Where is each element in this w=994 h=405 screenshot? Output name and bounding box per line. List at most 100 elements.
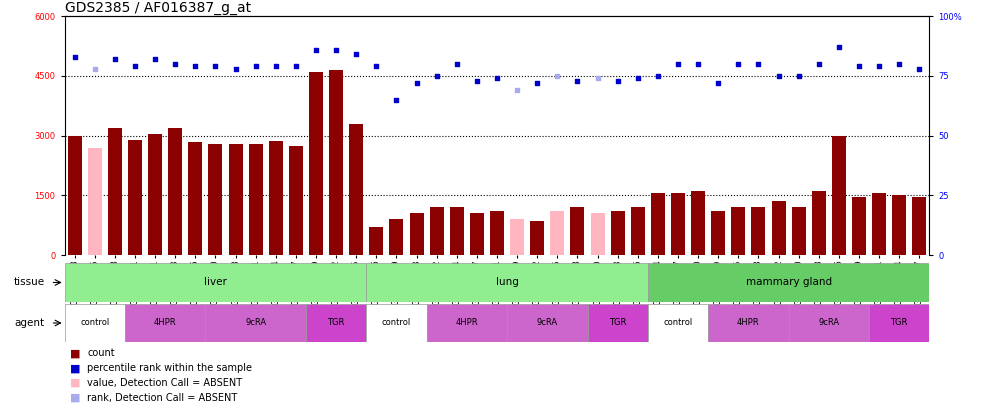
Text: value, Detection Call = ABSENT: value, Detection Call = ABSENT <box>87 378 243 388</box>
Bar <box>410 213 423 255</box>
Point <box>86 66 102 72</box>
Point <box>731 61 746 67</box>
Point <box>690 61 706 67</box>
Text: ■: ■ <box>70 393 81 403</box>
Point <box>650 73 666 79</box>
Point <box>871 63 887 70</box>
Point <box>369 63 385 70</box>
Point <box>167 61 183 67</box>
Point <box>469 77 485 84</box>
Point <box>288 63 304 70</box>
Point <box>208 63 224 70</box>
Bar <box>108 128 122 255</box>
Bar <box>65 263 366 302</box>
Bar <box>128 140 142 255</box>
Bar <box>869 304 929 342</box>
Bar <box>470 213 484 255</box>
Point <box>811 61 827 67</box>
Point <box>509 87 525 94</box>
Text: TGR: TGR <box>891 318 908 328</box>
Bar <box>206 304 306 342</box>
Point <box>389 96 405 103</box>
Point <box>348 51 364 58</box>
Text: tissue: tissue <box>13 277 45 288</box>
Bar <box>671 194 685 255</box>
Bar <box>289 146 303 255</box>
Text: TGR: TGR <box>327 318 345 328</box>
Point <box>790 73 806 79</box>
Point <box>107 56 123 62</box>
Point <box>851 63 867 70</box>
Text: liver: liver <box>204 277 227 288</box>
Point <box>328 47 344 53</box>
Bar <box>309 72 323 255</box>
Point <box>831 44 847 51</box>
Point <box>127 63 143 70</box>
Text: GDS2385 / AF016387_g_at: GDS2385 / AF016387_g_at <box>65 1 250 15</box>
Point <box>892 61 908 67</box>
Point <box>911 66 927 72</box>
Text: mammary gland: mammary gland <box>746 277 832 288</box>
Point <box>409 80 424 86</box>
Bar <box>148 134 162 255</box>
Bar <box>87 148 101 255</box>
Bar <box>872 194 887 255</box>
Point <box>449 61 465 67</box>
Bar <box>329 70 343 255</box>
Bar <box>587 304 648 342</box>
Bar <box>791 207 806 255</box>
Bar <box>188 142 203 255</box>
Bar <box>590 213 604 255</box>
Point <box>228 66 244 72</box>
Point <box>550 73 566 79</box>
Point <box>630 75 646 81</box>
Bar <box>366 304 426 342</box>
Bar <box>711 211 726 255</box>
Bar <box>490 211 504 255</box>
Bar <box>507 304 587 342</box>
Point <box>711 80 727 86</box>
Text: 9cRA: 9cRA <box>246 318 266 328</box>
Bar <box>370 227 384 255</box>
Text: ■: ■ <box>70 378 81 388</box>
Point <box>589 75 605 81</box>
Text: rank, Detection Call = ABSENT: rank, Detection Call = ABSENT <box>87 393 238 403</box>
Text: control: control <box>81 318 109 328</box>
Text: control: control <box>663 318 693 328</box>
Bar <box>812 192 826 255</box>
Bar <box>306 304 366 342</box>
Bar <box>551 211 565 255</box>
Bar <box>788 304 869 342</box>
Bar <box>390 220 404 255</box>
Bar <box>708 304 788 342</box>
Point <box>570 77 585 84</box>
Bar <box>651 194 665 255</box>
Text: ■: ■ <box>70 348 81 358</box>
Text: 4HPR: 4HPR <box>738 318 759 328</box>
Point <box>770 73 786 79</box>
Bar <box>691 192 705 255</box>
Text: TGR: TGR <box>609 318 626 328</box>
Point <box>750 61 766 67</box>
Point <box>609 77 625 84</box>
Text: lung: lung <box>496 277 519 288</box>
Text: agent: agent <box>14 318 45 328</box>
Text: 4HPR: 4HPR <box>154 318 177 328</box>
Text: 9cRA: 9cRA <box>818 318 839 328</box>
Bar <box>229 144 243 255</box>
Point <box>147 56 163 62</box>
Point <box>428 73 444 79</box>
Bar <box>209 144 223 255</box>
Bar <box>610 211 624 255</box>
Text: control: control <box>382 318 412 328</box>
Text: 4HPR: 4HPR <box>455 318 478 328</box>
Bar <box>751 207 765 255</box>
Bar <box>648 263 929 302</box>
Bar <box>912 197 926 255</box>
Bar <box>248 144 262 255</box>
Bar <box>68 136 82 255</box>
Bar <box>732 207 746 255</box>
Point <box>670 61 686 67</box>
Bar <box>832 136 846 255</box>
Point <box>267 63 283 70</box>
